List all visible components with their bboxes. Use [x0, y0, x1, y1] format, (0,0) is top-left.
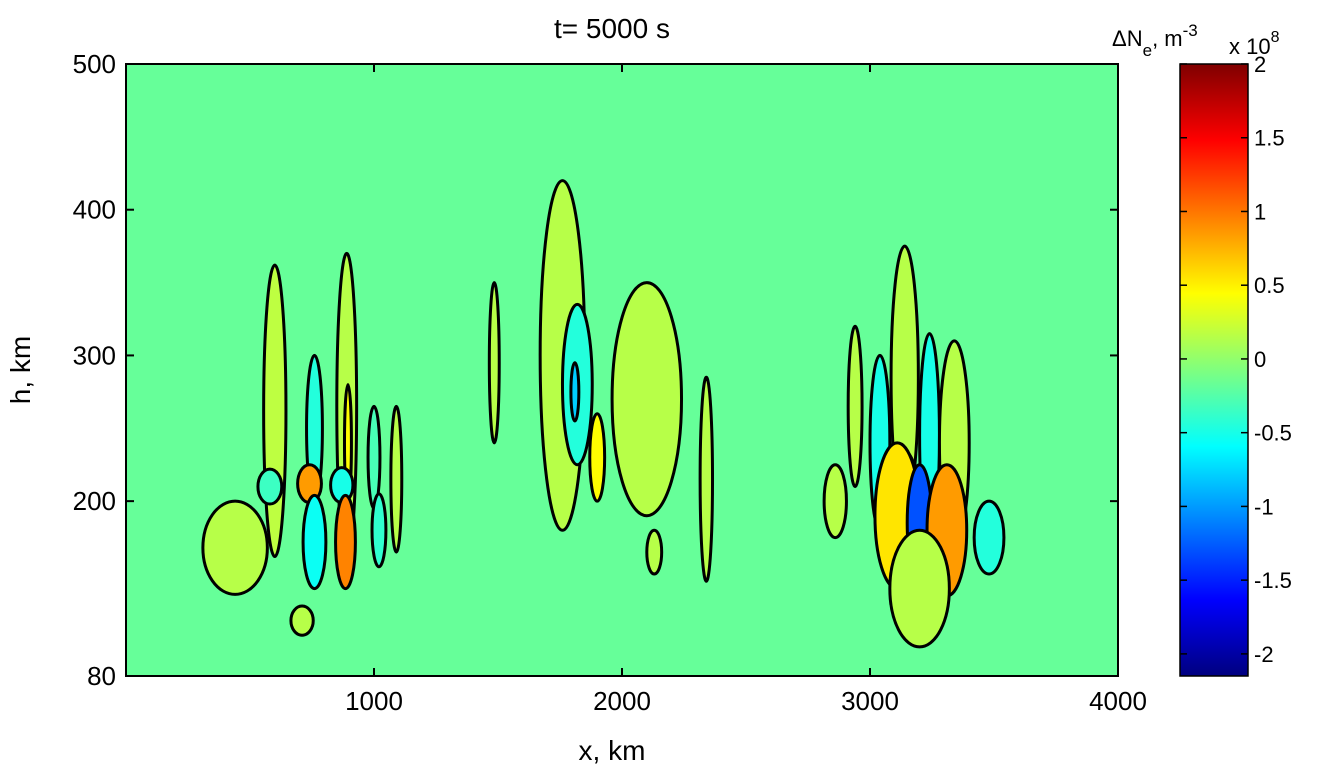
contour-region-33	[972, 499, 1006, 576]
colorbar-tick-label: -1	[1254, 494, 1274, 519]
contour-region-19	[610, 281, 684, 518]
colorbar-ticks: 2 1.5 1 0.5 0 -0.5 -1 -1.5 -2	[1180, 52, 1292, 667]
x-tick-label: 2000	[593, 686, 651, 716]
x-tick-label: 1000	[345, 686, 403, 716]
colorbar-tick-label: 1.5	[1254, 126, 1285, 151]
contour-region-17	[569, 361, 581, 423]
colorbar-label-rest: , m	[1152, 26, 1183, 51]
colorbar-multiplier-base: x 10	[1229, 34, 1271, 59]
y-tick-label: 500	[73, 49, 116, 79]
contour-region-20	[698, 375, 715, 583]
contour-region-11	[334, 493, 357, 591]
chart-title: t= 5000 s	[554, 13, 670, 44]
y-tick-label: 80	[87, 661, 116, 691]
y-tick-label: 200	[73, 486, 116, 516]
contour-region-12	[370, 492, 388, 569]
x-tick-label: 4000	[1089, 686, 1147, 716]
x-axis-label: x, km	[579, 735, 646, 766]
colorbar-label-sup: -3	[1183, 21, 1198, 40]
y-axis: 80 200 300 400 500	[73, 49, 1118, 691]
colorbar-tick-label: 1	[1254, 199, 1266, 224]
colorbar	[1179, 63, 1249, 677]
contour-region-13	[289, 604, 315, 637]
colorbar-multiplier-exp: 8	[1271, 29, 1280, 46]
contour-region-6	[256, 467, 284, 506]
x-axis: 1000 2000 3000 4000	[345, 64, 1147, 716]
contour-region-14	[487, 281, 501, 445]
colorbar-label: ΔNe, m-3	[1112, 21, 1198, 60]
y-axis-label: h, km	[5, 336, 36, 404]
contour-region-5	[389, 404, 404, 554]
contour-region-21	[645, 528, 664, 576]
contour-region-9	[201, 499, 269, 596]
colorbar-label-sub: e	[1143, 41, 1152, 60]
y-tick-label: 300	[73, 340, 116, 370]
y-tick-label: 400	[73, 195, 116, 225]
contour-region-34	[888, 528, 951, 649]
contour-layer	[201, 179, 1006, 649]
contour-region-18	[588, 412, 607, 503]
contour-region-22	[822, 463, 848, 540]
colorbar-tick-label: -0.5	[1254, 421, 1292, 446]
contour-region-0	[262, 263, 288, 559]
colorbar-tick-label: 0	[1254, 347, 1266, 372]
colorbar-tick-label: 2	[1254, 52, 1266, 77]
colorbar-label-main: ΔN	[1112, 26, 1143, 51]
colorbar-multiplier: x 108	[1229, 29, 1280, 59]
colorbar-tick-label: -2	[1254, 642, 1274, 667]
contour-region-23	[846, 324, 864, 489]
contour-region-10	[301, 493, 328, 591]
colorbar-tick-label: 0.5	[1254, 273, 1285, 298]
x-tick-label: 3000	[841, 686, 899, 716]
colorbar-tick-label: -1.5	[1254, 568, 1292, 593]
